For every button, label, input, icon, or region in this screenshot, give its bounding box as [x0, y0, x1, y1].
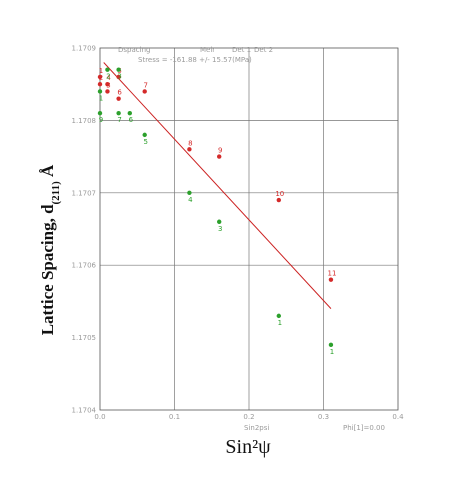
data-points: 123456789101119237654311 [97, 67, 336, 356]
data-point-label: 1 [278, 319, 282, 327]
y-tick-label: 1.1708 [72, 117, 97, 125]
data-point-label: 1 [99, 94, 103, 102]
legend-det1: Det 1 [232, 46, 251, 54]
y-tick-label: 1.1709 [72, 45, 97, 53]
y-tick-label: 1.1706 [72, 262, 97, 270]
data-point-label: 3 [218, 225, 222, 233]
y-tick-label: 1.1707 [72, 189, 97, 197]
data-point-det2 [217, 219, 222, 224]
data-point-det2 [97, 110, 103, 116]
data-point-label: 2 [106, 73, 110, 81]
data-point-label: 7 [143, 81, 147, 89]
data-point-label: 1 [330, 348, 334, 356]
data-point-det2 [142, 132, 147, 138]
x-tick-label: 0.3 [318, 413, 329, 421]
y-axis-label: Lattice Spacing, d(211) Å [38, 164, 62, 335]
y-axis-label-main: Lattice Spacing, d [38, 204, 57, 335]
phi-readout: Phi[1]=0.00 [343, 424, 385, 432]
y-tick-label: 1.1705 [72, 334, 97, 342]
data-point-det1 [217, 154, 222, 159]
data-point-det2 [116, 110, 121, 116]
data-point-det1 [328, 277, 334, 282]
x-tick-label: 0.4 [392, 413, 404, 421]
header-field: Meir [200, 46, 215, 54]
data-point-label: 1 [99, 67, 103, 75]
data-point-label: 5 [143, 138, 147, 146]
data-point-det1 [97, 74, 103, 80]
data-point-det1 [276, 197, 281, 203]
x-tick-label: 0.0 [94, 413, 105, 421]
data-point-det1 [142, 89, 147, 94]
data-point-det2 [276, 313, 281, 319]
data-point-label: 6 [117, 89, 122, 97]
data-point-det2 [127, 110, 132, 116]
data-point-label: 11 [327, 270, 336, 278]
tick-labels: 0.0 0.1 0.2 0.3 0.4 1.1704 1.1705 1.1706 1.1707 1… [72, 45, 405, 422]
fit-line-group [103, 62, 332, 309]
data-point-det2 [187, 190, 192, 195]
y-axis-label-unit: Å [38, 164, 57, 181]
data-point-det1 [116, 74, 121, 80]
data-point-det2 [105, 67, 110, 72]
grid [100, 48, 398, 410]
data-point-label: 9 [218, 147, 222, 155]
x-tick-label: 0.2 [243, 413, 254, 421]
legend-det2: Det 2 [254, 46, 273, 54]
data-point-det1 [105, 82, 110, 87]
data-point-det1 [97, 82, 103, 87]
data-point-det2 [328, 342, 334, 348]
data-point-label: 9 [99, 116, 103, 124]
data-point-det2 [116, 67, 121, 72]
plot-frame [99, 47, 399, 411]
data-point-label: 10 [275, 190, 284, 198]
x-axis-label: Sin²ψ [225, 436, 271, 458]
data-point-label: 8 [188, 139, 192, 147]
data-point-label: 4 [188, 196, 193, 204]
y-tick-label: 1.1704 [72, 407, 97, 415]
data-point-label: 2 [99, 74, 103, 82]
stress-readout: Stress = -161.88 +/- 15.57(MPa) [138, 56, 252, 64]
data-point-label: 3 [117, 73, 121, 81]
data-point-det1 [187, 147, 192, 152]
data-point-label: 7 [117, 116, 121, 124]
inner-x-label: Sin2psi [244, 424, 269, 432]
header-dataset: Dspacing [118, 46, 150, 54]
y-axis-label-sub: (211) [50, 181, 62, 205]
x-tick-label: 0.1 [169, 413, 180, 421]
data-point-label: 4 [106, 74, 111, 82]
fit-line [103, 62, 332, 309]
data-point-det2 [97, 89, 103, 94]
data-point-det1 [105, 89, 110, 94]
data-point-label: 6 [129, 116, 134, 124]
data-point-det1 [116, 96, 121, 101]
